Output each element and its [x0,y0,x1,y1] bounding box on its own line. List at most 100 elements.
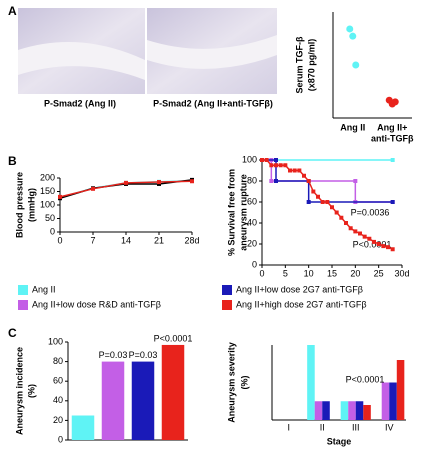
marker [283,163,288,168]
marker [278,163,283,168]
line [262,159,393,250]
y-axis-label: % Survival free from [226,169,236,256]
bar [307,345,315,420]
legend-label: Ang II [32,284,56,294]
marker [274,158,278,162]
marker [320,200,325,204]
y-tick-label: 100 [242,154,257,164]
image-detail [18,42,145,80]
x-tick-label: I [287,422,290,432]
y-axis-label: Aneurysm incidence [14,347,24,435]
x-tick-label: 30d [394,268,409,278]
y-axis-label: (mmHg) [26,188,36,222]
y-tick-label: 80 [247,175,257,185]
image-caption: P-Smad2 (Ang II) [44,98,116,108]
bar [389,382,397,420]
bar [322,401,330,420]
x-tick-label: Ang II+ [377,122,407,132]
marker [306,200,311,204]
marker [376,242,381,246]
annotation: P=0.03 [99,350,128,360]
bar [101,361,125,440]
image-detail [147,35,277,69]
x-tick-label: Ang II [340,122,365,132]
marker [306,179,311,183]
x-tick-label: 0 [259,268,264,278]
x-tick-label: 21 [154,235,164,245]
legend-label: Ang II+high dose 2G7 anti-TGFβ [236,299,367,309]
marker [339,215,344,220]
legend-label: Ang II+low dose 2G7 anti-TGFβ [236,284,363,294]
marker [381,244,386,249]
y-tick-label: 40 [53,395,63,405]
x-tick-label: II [320,422,325,432]
y-tick-label: 150 [40,186,55,196]
y-axis-label: (x870 pg/ml) [306,39,316,92]
marker [302,173,306,178]
marker [58,194,62,199]
dot [346,25,354,33]
marker [358,231,362,236]
marker [334,210,339,215]
y-axis-label: Blood pressure [14,172,24,238]
x-tick-label: 15 [327,268,337,278]
annotation: P=0.0036 [351,207,390,217]
annotation: P<0.0001 [353,239,392,249]
marker [190,179,194,184]
bar [348,401,356,420]
marker [390,158,395,162]
bar [340,401,349,420]
marker [264,158,269,162]
y-tick-label: 20 [53,415,63,425]
legend-swatch [18,285,28,295]
x-tick-label: 10 [304,268,314,278]
y-axis-label: (%) [239,376,249,390]
marker [325,200,330,204]
legend-label: Ang II+low dose R&D anti-TGFβ [32,299,161,309]
x-tick-label: 7 [90,235,95,245]
y-tick-label: 0 [58,434,63,444]
x-tick-label: IV [385,422,394,432]
marker [330,205,334,210]
bar [314,401,323,420]
y-tick-label: 80 [53,356,63,366]
marker [269,163,274,168]
marker [269,179,274,183]
bar [363,405,371,420]
y-tick-label: 20 [247,238,257,248]
panel-label: C [8,326,17,340]
y-tick-label: 60 [247,196,257,206]
dot [349,32,357,40]
marker [367,236,372,241]
legend-swatch [18,300,28,310]
y-tick-label: 60 [53,376,63,386]
annotation: P<0.0001 [154,333,193,343]
annotation: P<0.0001 [346,374,385,384]
marker [386,245,390,250]
marker [260,158,264,162]
bar [131,361,155,440]
x-tick-label: 0 [57,235,62,245]
marker [390,200,395,204]
dot [391,98,399,106]
y-tick-label: 0 [252,259,257,269]
x-axis-label: Stage [327,436,352,446]
x-tick-label: 28d [184,235,199,245]
bar [355,401,364,420]
y-tick-label: 100 [48,336,63,346]
marker [124,180,128,185]
bar [161,344,185,440]
y-tick-label: 100 [40,199,55,209]
y-axis-label: Aneurysm severity [226,342,236,423]
legend-swatch [222,300,232,310]
marker [348,226,353,231]
x-tick-label: 14 [121,235,131,245]
image-caption: P-Smad2 (Ang II+anti-TGFβ) [153,98,273,108]
legend-swatch [222,285,232,295]
marker [390,247,395,252]
marker [292,168,297,173]
marker [316,194,320,199]
marker [353,229,358,234]
marker [353,179,358,183]
x-tick-label: 5 [283,268,288,278]
